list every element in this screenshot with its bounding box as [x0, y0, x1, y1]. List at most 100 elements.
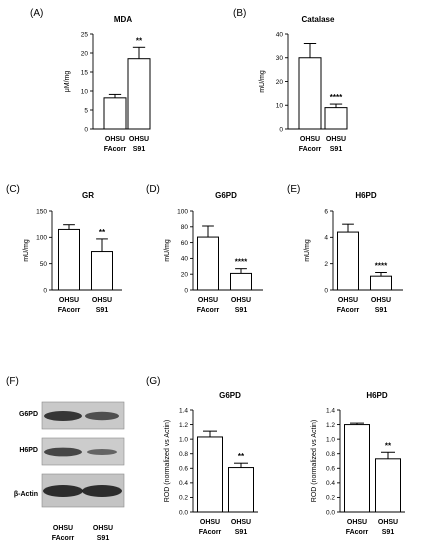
bar — [230, 272, 252, 291]
bar — [370, 275, 392, 291]
panel-letter-a: (A) — [30, 8, 43, 19]
wb-band-h6pd-facorr — [44, 447, 82, 457]
chart-c-gr: GR 0 50 100 150 mU/mg OHSU FAcorr ** OHSU S91 — [23, 191, 122, 314]
y-tick-label: 60 — [181, 240, 189, 247]
y-tick-label: 0.6 — [179, 466, 188, 473]
y-tick-label: 30 — [276, 55, 284, 62]
significance-label: ** — [99, 228, 106, 237]
y-tick-label: 0.4 — [326, 480, 335, 487]
bar — [344, 424, 370, 513]
category-label: OHSU — [231, 297, 251, 304]
bar — [298, 57, 322, 130]
category-label: OHSU — [378, 519, 398, 526]
category-label: OHSU — [129, 136, 149, 143]
category-label: OHSU — [92, 297, 112, 304]
category-label: FAcorr — [299, 146, 322, 153]
wb-row-label-beta-actin: β-Actin — [14, 491, 38, 498]
y-axis-label: mU/mg — [164, 239, 171, 262]
y-tick-label: 40 — [276, 31, 284, 38]
bar — [337, 231, 359, 291]
wb-lane-label-2-line-1: OHSU — [93, 525, 113, 532]
chart-title: H6PD — [366, 391, 388, 400]
y-tick-label: 0.2 — [179, 495, 188, 502]
y-tick-label: 1.4 — [179, 407, 188, 414]
category-label: OHSU — [371, 297, 391, 304]
category-label: FAcorr — [337, 307, 360, 314]
panel-letter-c: (C) — [6, 184, 20, 195]
category-label: FAcorr — [104, 146, 127, 153]
y-tick-label: 100 — [36, 235, 47, 242]
y-tick-label: 1.0 — [326, 436, 335, 443]
chart-g-g6pd: G6PD 0.0 0.2 0.4 0.6 0.8 1.0 1.2 1.4 ROD (normali… — [164, 391, 258, 536]
y-tick-label: 0.0 — [179, 509, 188, 516]
category-label: S91 — [235, 307, 248, 314]
category-label: FAcorr — [58, 307, 81, 314]
chart-title: MDA — [114, 15, 132, 24]
chart-title: Catalase — [302, 15, 335, 24]
y-tick-label: 1.2 — [179, 422, 188, 429]
significance-label: **** — [235, 258, 248, 267]
panel-letter-g: (G) — [146, 376, 160, 387]
category-label: S91 — [375, 307, 388, 314]
y-tick-label: 80 — [181, 224, 189, 231]
y-axis-label: ROD (normalized vs Actin) — [164, 420, 171, 502]
wb-band-actin-facorr — [43, 485, 83, 497]
category-label: S91 — [382, 529, 395, 536]
y-tick-label: 0 — [43, 287, 47, 294]
y-tick-label: 4 — [324, 235, 328, 242]
category-label: OHSU — [198, 297, 218, 304]
wb-row-label-h6pd: H6PD — [19, 447, 38, 454]
chart-title: GR — [82, 191, 94, 200]
wb-lane-label-2-line-2: S91 — [97, 535, 110, 542]
bar — [91, 251, 113, 291]
category-label: S91 — [96, 307, 109, 314]
category-label: OHSU — [300, 136, 320, 143]
y-tick-label: 20 — [81, 50, 89, 57]
panel-letter-d: (D) — [146, 184, 160, 195]
y-tick-label: 10 — [81, 88, 89, 95]
category-label: OHSU — [326, 136, 346, 143]
bar — [324, 107, 348, 130]
wb-band-actin-s91 — [82, 485, 122, 497]
y-tick-label: 5 — [84, 107, 88, 114]
bar — [197, 436, 223, 513]
y-tick-label: 0.0 — [326, 509, 335, 516]
bar-charts: MDA0510152025μM/mgOHSUFAcorr**OHSUS91Cat… — [23, 15, 405, 536]
y-axis-label: mU/mg — [259, 70, 266, 93]
significance-label: ** — [136, 36, 143, 45]
y-tick-label: 50 — [40, 261, 48, 268]
y-tick-label: 0.6 — [326, 466, 335, 473]
bar — [127, 58, 151, 130]
y-tick-label: 0.8 — [326, 451, 335, 458]
wb-row-label-g6pd: G6PD — [19, 411, 38, 418]
y-tick-label: 0.4 — [179, 480, 188, 487]
y-tick-label: 6 — [324, 208, 328, 215]
y-tick-label: 2 — [324, 261, 328, 268]
chart-title: G6PD — [219, 391, 241, 400]
panel-letter-f: (F) — [6, 376, 19, 387]
y-axis-label: mU/mg — [23, 239, 30, 262]
wb-band-g6pd-s91 — [85, 411, 119, 421]
category-label: OHSU — [59, 297, 79, 304]
category-label: OHSU — [347, 519, 367, 526]
y-tick-label: 15 — [81, 69, 89, 76]
y-tick-label: 1.0 — [179, 436, 188, 443]
chart-d-g6pd: G6PD 0 20 40 60 80 100 mU/mg OHSU FAcorr **** OHSU S… — [164, 191, 263, 314]
y-tick-label: 20 — [276, 79, 284, 86]
wb-band-h6pd-s91 — [87, 449, 117, 455]
category-label: S91 — [330, 146, 343, 153]
y-tick-label: 20 — [181, 272, 189, 279]
y-tick-label: 1.4 — [326, 407, 335, 414]
y-tick-label: 0 — [184, 287, 188, 294]
chart-title: G6PD — [215, 191, 237, 200]
chart-e-h6pd: H6PD 0 2 4 6 mU/mg OHSU FAcorr **** OHSU S91 — [304, 191, 403, 314]
bar — [375, 458, 401, 513]
category-label: OHSU — [338, 297, 358, 304]
panel-letter-b: (B) — [233, 8, 246, 19]
y-tick-label: 25 — [81, 31, 89, 38]
chart-g-h6pd: H6PD 0.0 0.2 0.4 0.6 0.8 1.0 1.2 1.4 ROD (normali… — [311, 391, 405, 536]
category-label: FAcorr — [199, 529, 222, 536]
chart-b-catalase: Catalase 0 10 20 30 40 mU/mg OHSU FAcorr **** OHSU… — [259, 15, 348, 153]
